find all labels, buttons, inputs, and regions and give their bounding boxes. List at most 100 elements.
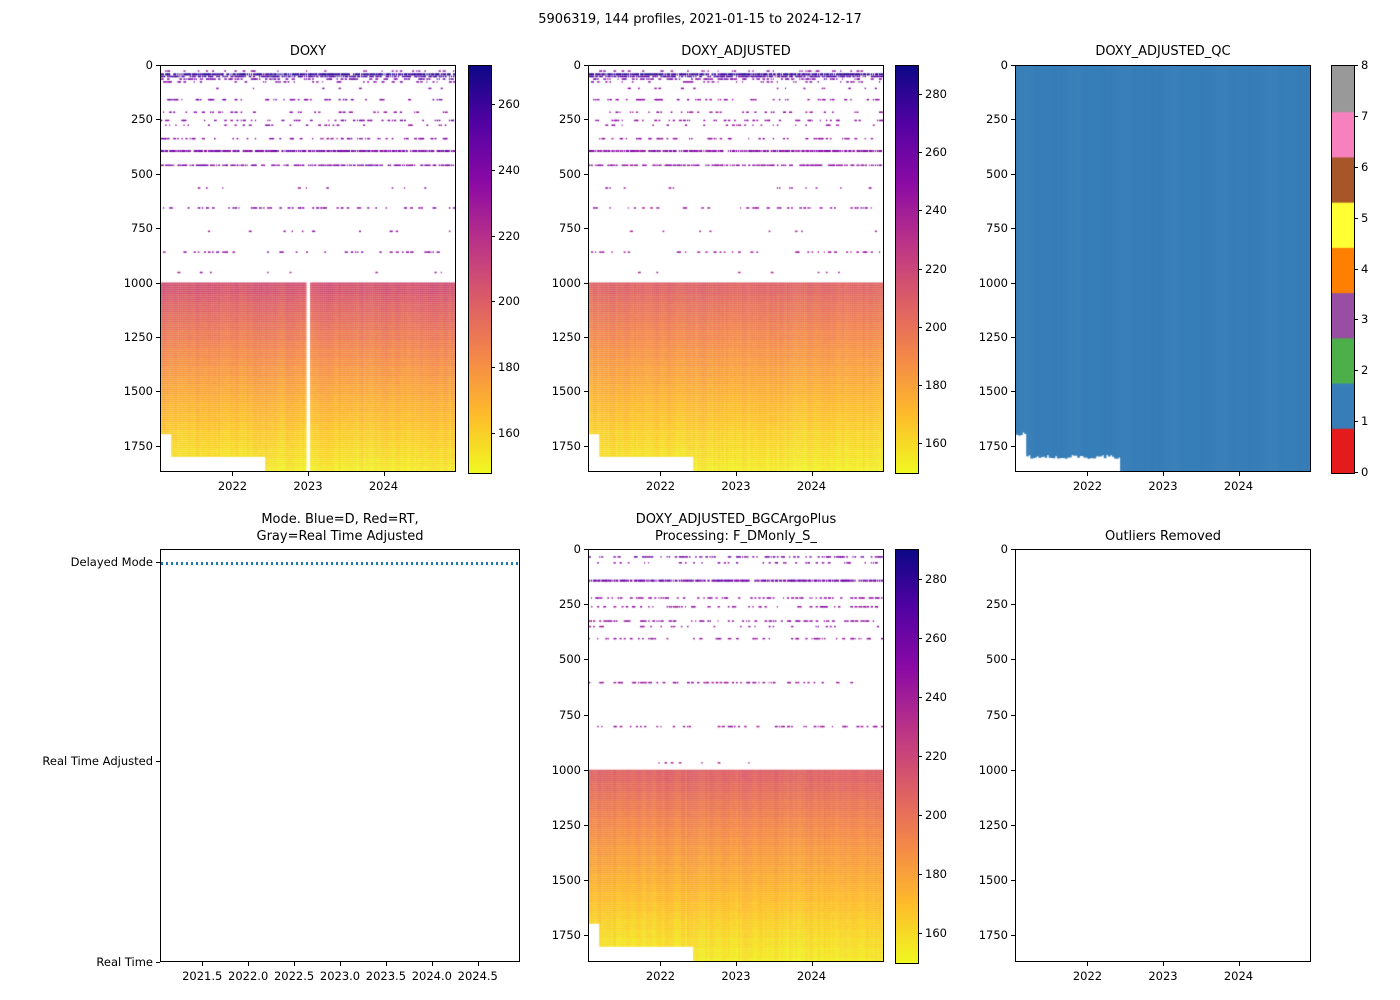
y-tick-mark xyxy=(584,604,588,605)
y-tick-label: 750 xyxy=(986,707,1008,722)
y-tick-mark xyxy=(156,761,160,762)
colorbar-tick-label: 240 xyxy=(925,203,947,218)
x-tick-mark xyxy=(478,962,479,966)
x-tick-mark xyxy=(736,472,737,476)
colorbar-tick-mark xyxy=(491,301,495,302)
colorbar-tick-mark xyxy=(918,152,922,153)
outliers-title: Outliers Removed xyxy=(1104,529,1222,544)
y-tick-mark xyxy=(156,119,160,120)
y-tick-label: 0 xyxy=(1000,542,1008,556)
y-tick-label: 1750 xyxy=(551,438,581,453)
colorbar-tick-label: 0 xyxy=(1361,465,1369,479)
mode-title-line2: Gray=Real Time Adjusted xyxy=(256,529,424,544)
colorbar-tick-mark xyxy=(918,579,922,580)
y-tick-mark xyxy=(584,174,588,175)
colorbar-tick-mark xyxy=(1354,167,1358,168)
y-tick-mark xyxy=(584,65,588,66)
x-tick-mark xyxy=(660,962,661,966)
x-tick-mark xyxy=(340,962,341,966)
y-tick-mark xyxy=(1011,715,1015,716)
y-tick-label: 0 xyxy=(1000,58,1008,72)
colorbar-tick-label: 7 xyxy=(1361,108,1369,123)
y-tick-label: 500 xyxy=(986,166,1008,181)
colorbar-tick-label: 4 xyxy=(1361,261,1369,276)
bgc-title-line2: Processing: F_DMonly_S_ xyxy=(655,529,817,544)
x-tick-label: 2024 xyxy=(1223,969,1254,983)
doxy-heatmap-canvas xyxy=(161,66,455,471)
y-tick-mark xyxy=(584,446,588,447)
y-tick-mark xyxy=(1011,391,1015,392)
x-tick-label: 2022 xyxy=(645,969,676,983)
colorbar-tick-label: 5 xyxy=(1361,210,1369,225)
y-tick-mark xyxy=(1011,935,1015,936)
colorbar-tick-label: 220 xyxy=(498,228,520,243)
bgc-title-line1: DOXY_ADJUSTED_BGCArgoPlus xyxy=(635,512,837,527)
colorbar-tick-mark xyxy=(918,874,922,875)
figure-title: 5906319, 144 profiles, 2021-01-15 to 202… xyxy=(538,12,862,27)
y-tick-label: 1750 xyxy=(123,438,153,453)
y-tick-label: 250 xyxy=(559,112,581,127)
x-tick-label: 2022.0 xyxy=(228,969,269,983)
x-tick-label: 2024 xyxy=(368,479,399,493)
x-tick-mark xyxy=(384,472,385,476)
category-label: Real Time xyxy=(96,955,153,969)
y-tick-mark xyxy=(584,283,588,284)
x-tick-mark xyxy=(248,962,249,966)
doxy-adjusted-heatmap-canvas xyxy=(589,66,883,471)
y-tick-mark xyxy=(584,228,588,229)
x-tick-label: 2021.5 xyxy=(182,969,223,983)
x-tick-label: 2023 xyxy=(293,479,323,493)
colorbar-tick-mark xyxy=(1354,116,1358,117)
x-tick-label: 2022 xyxy=(645,479,676,493)
y-tick-mark xyxy=(156,391,160,392)
y-tick-label: 750 xyxy=(986,221,1008,236)
colorbar-tick-mark xyxy=(918,756,922,757)
y-tick-label: 250 xyxy=(986,597,1008,612)
x-tick-mark xyxy=(1163,962,1164,966)
y-tick-mark xyxy=(156,337,160,338)
doxy-adjusted-qc-axes xyxy=(1015,65,1311,472)
colorbar-tick-mark xyxy=(491,104,495,105)
colorbar-tick-label: 1 xyxy=(1361,414,1369,429)
colorbar-tick-mark xyxy=(918,638,922,639)
y-tick-label: 1750 xyxy=(551,928,581,943)
colorbar-tick-label: 8 xyxy=(1361,58,1369,72)
colorbar-tick-mark xyxy=(491,367,495,368)
x-tick-mark xyxy=(660,472,661,476)
mode-axes xyxy=(160,549,520,962)
y-tick-label: 1000 xyxy=(978,762,1008,777)
colorbar-tick-label: 280 xyxy=(925,87,947,102)
colorbar-tick-label: 260 xyxy=(925,630,947,645)
colorbar-tick-label: 3 xyxy=(1361,312,1369,327)
colorbar-tick-label: 6 xyxy=(1361,159,1369,174)
y-tick-label: 1750 xyxy=(978,928,1008,943)
y-tick-mark xyxy=(1011,174,1015,175)
y-tick-mark xyxy=(584,391,588,392)
y-tick-mark xyxy=(156,562,160,563)
colorbar-tick-label: 180 xyxy=(925,377,947,392)
y-tick-mark xyxy=(156,962,160,963)
y-tick-label: 750 xyxy=(559,707,581,722)
bgc-axes xyxy=(588,549,884,962)
y-tick-label: 1000 xyxy=(551,275,581,290)
colorbar-tick-label: 2 xyxy=(1361,363,1369,378)
x-tick-label: 2023 xyxy=(721,969,751,983)
doxy-adjusted-title: DOXY_ADJUSTED xyxy=(681,44,791,59)
y-tick-label: 250 xyxy=(559,597,581,612)
y-tick-mark xyxy=(584,825,588,826)
y-tick-label: 1750 xyxy=(978,438,1008,453)
colorbar-tick-mark xyxy=(918,327,922,328)
doxy-adjusted-qc-title: DOXY_ADJUSTED_QC xyxy=(1095,44,1231,59)
doxy-adjusted-qc-heatmap-canvas xyxy=(1016,66,1310,471)
colorbar-tick-mark xyxy=(918,815,922,816)
y-tick-label: 500 xyxy=(131,166,153,181)
x-tick-label: 2024 xyxy=(796,479,827,493)
colorbar-tick-label: 280 xyxy=(925,571,947,586)
colorbar-tick-label: 260 xyxy=(498,97,520,112)
y-tick-label: 500 xyxy=(559,166,581,181)
colorbar-tick-mark xyxy=(1354,319,1358,320)
x-tick-label: 2023.5 xyxy=(365,969,407,983)
colorbar-tick-label: 200 xyxy=(925,319,947,334)
y-tick-label: 1250 xyxy=(978,818,1008,833)
y-tick-label: 1500 xyxy=(978,873,1008,888)
